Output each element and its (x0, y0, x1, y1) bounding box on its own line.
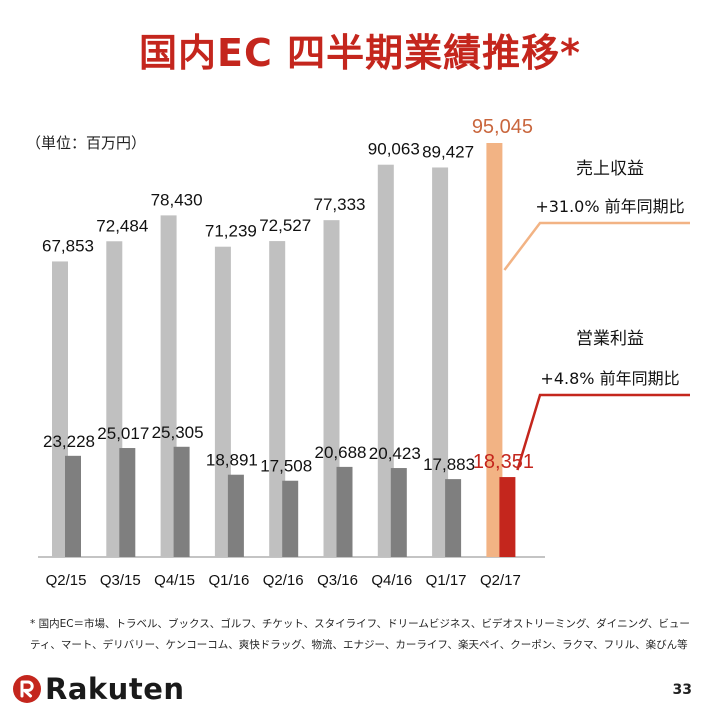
profit-bar (65, 455, 81, 557)
profit-value-label: 25,017 (97, 424, 149, 443)
revenue-value-label: 72,527 (259, 216, 311, 235)
rakuten-r-icon (13, 675, 41, 703)
category-tick-label: Q2/17 (480, 572, 521, 589)
revenue-bar (160, 215, 177, 558)
revenue-bar (323, 220, 340, 557)
profit-bar (119, 448, 136, 557)
category-tick-label: Q1/17 (426, 572, 467, 589)
profit-bar (282, 480, 299, 557)
profit-value-label: 20,688 (315, 443, 367, 462)
bar-chart: 67,853 23,228 Q2/15 72,484 25,017 Q3/15 78,430… (38, 116, 690, 589)
revenue-value-label: 71,239 (205, 222, 257, 241)
revenue-value-label: 90,063 (368, 140, 420, 159)
profit-bar (445, 479, 462, 557)
revenue-bar (269, 241, 286, 558)
category-tick-label: Q3/15 (100, 572, 141, 589)
profit-value-label: 17,508 (260, 457, 312, 476)
category-tick-label: Q1/16 (208, 572, 249, 589)
revenue-bar (106, 241, 123, 557)
category-tick-label: Q2/15 (46, 572, 87, 589)
revenue-value-label: 67,853 (42, 236, 94, 255)
profit-value-label: 17,883 (423, 455, 475, 474)
page-number: 33 (672, 682, 692, 698)
profit-growth-label: +4.8% 前年同期比 (540, 369, 679, 388)
revenue-value-label: 89,427 (422, 142, 474, 161)
profit-annotation-label: 営業利益 (576, 329, 644, 349)
brand-name: Rakuten (45, 672, 185, 706)
category-tick-label: Q3/16 (317, 572, 358, 589)
unit-label: （単位：百万円） (26, 134, 147, 152)
profit-value-label: 18,351 (473, 451, 534, 473)
profit-bar (173, 446, 190, 557)
profit-bar (499, 477, 516, 557)
profit-value-label: 25,305 (152, 423, 204, 442)
revenue-bar (486, 143, 503, 557)
profit-bar (390, 468, 407, 557)
revenue-value-label: 95,045 (472, 116, 533, 138)
revenue-callout-line (503, 221, 690, 271)
revenue-value-label: 78,430 (151, 190, 203, 209)
revenue-bar (214, 246, 231, 557)
footnote: * 国内EC＝市場、トラベル、ブックス、ゴルフ、チケット、スタイライフ、ドリーム… (30, 618, 690, 651)
profit-callout-line (516, 393, 690, 471)
profit-bar (336, 466, 353, 557)
rakuten-logo: Rakuten (12, 672, 185, 706)
category-tick-label: Q4/15 (154, 572, 195, 589)
category-tick-label: Q4/16 (371, 572, 412, 589)
revenue-bar (377, 164, 394, 557)
profit-bar (227, 474, 244, 557)
profit-value-label: 18,891 (206, 451, 258, 470)
revenue-growth-label: +31.0% 前年同期比 (535, 197, 684, 216)
category-tick-label: Q2/16 (263, 572, 304, 589)
revenue-value-label: 77,333 (314, 195, 366, 214)
revenue-bar (432, 167, 449, 557)
profit-value-label: 23,228 (43, 432, 95, 451)
profit-value-label: 20,423 (369, 444, 421, 463)
revenue-value-label: 72,484 (96, 216, 148, 235)
revenue-annotation-label: 売上収益 (576, 159, 644, 179)
chart-title: 国内EC 四半期業績推移* (139, 31, 581, 75)
revenue-bar (52, 261, 68, 557)
